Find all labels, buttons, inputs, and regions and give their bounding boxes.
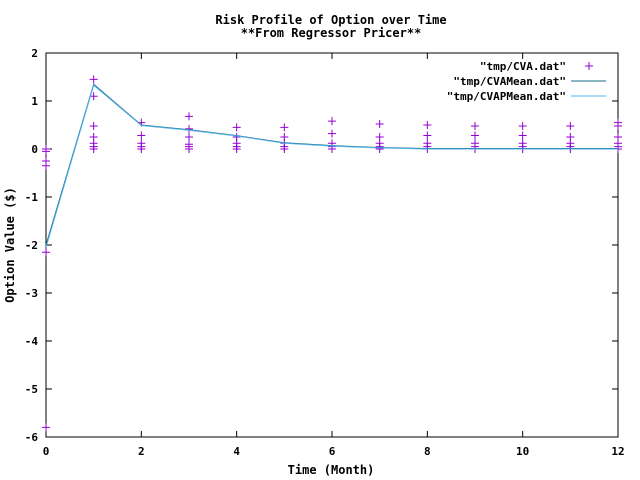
x-axis-ticks: 0 2 4 6 8 10 12 — [43, 53, 625, 458]
data-point — [42, 248, 50, 257]
legend-label: "tmp/CVA.dat" — [480, 60, 566, 73]
series-line — [45, 83, 618, 246]
data-point — [42, 161, 50, 170]
y-tick-label: 1 — [31, 95, 38, 108]
x-tick-label: 6 — [329, 445, 336, 458]
data-point — [42, 423, 50, 432]
x-tick-label: 12 — [611, 445, 624, 458]
data-point — [585, 62, 593, 70]
x-tick-label: 4 — [233, 445, 240, 458]
y-tick-label: 0 — [31, 143, 38, 156]
data-point — [137, 131, 146, 140]
x-tick-label: 8 — [424, 445, 431, 458]
legend-label: "tmp/CVAMean.dat" — [453, 75, 566, 88]
chart-subtitle: **From Regressor Pricer** — [241, 26, 422, 40]
chart-title: Risk Profile of Option over Time — [215, 13, 446, 27]
data-point — [328, 129, 336, 138]
y-tick-label: -6 — [25, 431, 39, 444]
y-axis-label: Option Value ($) — [3, 187, 17, 303]
y-tick-label: -3 — [25, 287, 38, 300]
x-tick-label: 10 — [516, 445, 529, 458]
legend: "tmp/CVA.dat" "tmp/CVAMean.dat" "tmp/CVAPM… — [447, 60, 606, 103]
data-point — [471, 131, 479, 140]
data-point — [232, 123, 241, 132]
data-point — [89, 75, 98, 84]
series-line — [45, 84, 618, 248]
data-point — [185, 124, 193, 133]
x-tick-label: 0 — [43, 445, 50, 458]
y-tick-label: -2 — [25, 239, 38, 252]
data-point — [375, 145, 384, 153]
data-point — [518, 131, 527, 140]
data-point — [280, 145, 289, 153]
series-1 — [42, 75, 622, 432]
data-point — [375, 120, 384, 129]
x-axis-label: Time (Month) — [288, 463, 375, 477]
series-3 — [45, 84, 618, 248]
y-tick-label: -5 — [25, 383, 38, 396]
data-point — [185, 112, 193, 121]
data-point — [566, 121, 575, 130]
plot-frame — [45, 52, 619, 438]
data-point — [185, 133, 193, 141]
y-axis-ticks: -6 -5 -4 -3 -2 -1 0 1 2 — [25, 47, 618, 444]
series-layer — [42, 75, 622, 432]
data-point — [89, 121, 98, 130]
data-point — [471, 121, 479, 130]
data-point — [89, 145, 98, 153]
data-point — [232, 145, 241, 153]
data-point — [518, 121, 527, 130]
y-tick-label: 2 — [31, 47, 38, 60]
data-point — [89, 92, 98, 101]
legend-label: "tmp/CVAPMean.dat" — [447, 90, 566, 103]
data-point — [423, 131, 432, 140]
y-tick-label: -4 — [25, 335, 39, 348]
y-tick-label: -1 — [25, 191, 39, 204]
data-point — [42, 147, 50, 156]
data-point — [423, 121, 432, 129]
data-point — [280, 123, 289, 132]
series-2 — [45, 83, 618, 246]
x-tick-label: 2 — [138, 445, 145, 458]
data-point — [328, 117, 336, 126]
data-point — [614, 121, 622, 130]
data-point — [137, 145, 146, 153]
data-point — [185, 145, 193, 153]
